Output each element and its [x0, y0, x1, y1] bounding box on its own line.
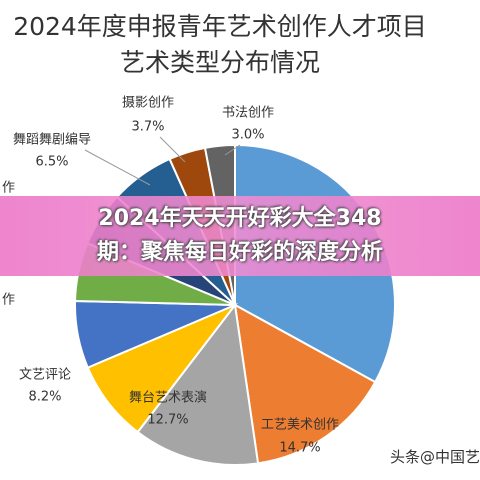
slice-label: 书法创作 — [222, 106, 274, 121]
value-label: 8.2% — [28, 390, 61, 405]
slice-label: 作 — [2, 181, 15, 196]
banner-text: 2024年天天开好彩大全348 — [98, 206, 382, 231]
leader-line — [224, 144, 241, 156]
pie-slice — [136, 302, 260, 466]
value-label: 6.5% — [35, 155, 68, 170]
banner: 2024年天天开好彩大全348 期：聚焦每日好彩的深度分析 — [0, 196, 480, 276]
slice-label: 工艺美术创作 — [261, 418, 339, 433]
value-label: 3.0% — [231, 128, 264, 143]
chart-title: 艺术类型分布情况 — [120, 48, 320, 77]
slice-label: 摄影创作 — [122, 96, 174, 111]
value-label: 14.7% — [279, 441, 320, 456]
pie-slice — [233, 303, 377, 465]
chart-title: 2024年度申报青年艺术创作人才项目 — [13, 12, 427, 41]
leader-line — [159, 136, 186, 163]
leader-line — [84, 149, 151, 186]
slice-label: 文艺评论 — [19, 368, 71, 383]
watermark: 头条@中国艺 — [389, 448, 480, 466]
value-label: 3.7% — [131, 120, 164, 135]
value-label: 12.7% — [147, 413, 188, 428]
banner-text: 期：聚焦每日好彩的深度分析 — [96, 240, 383, 265]
slice-label: 舞台艺术表演 — [129, 390, 207, 406]
slice-label: 作 — [2, 293, 15, 308]
slice-label: 舞蹈舞剧编导 — [13, 133, 91, 148]
